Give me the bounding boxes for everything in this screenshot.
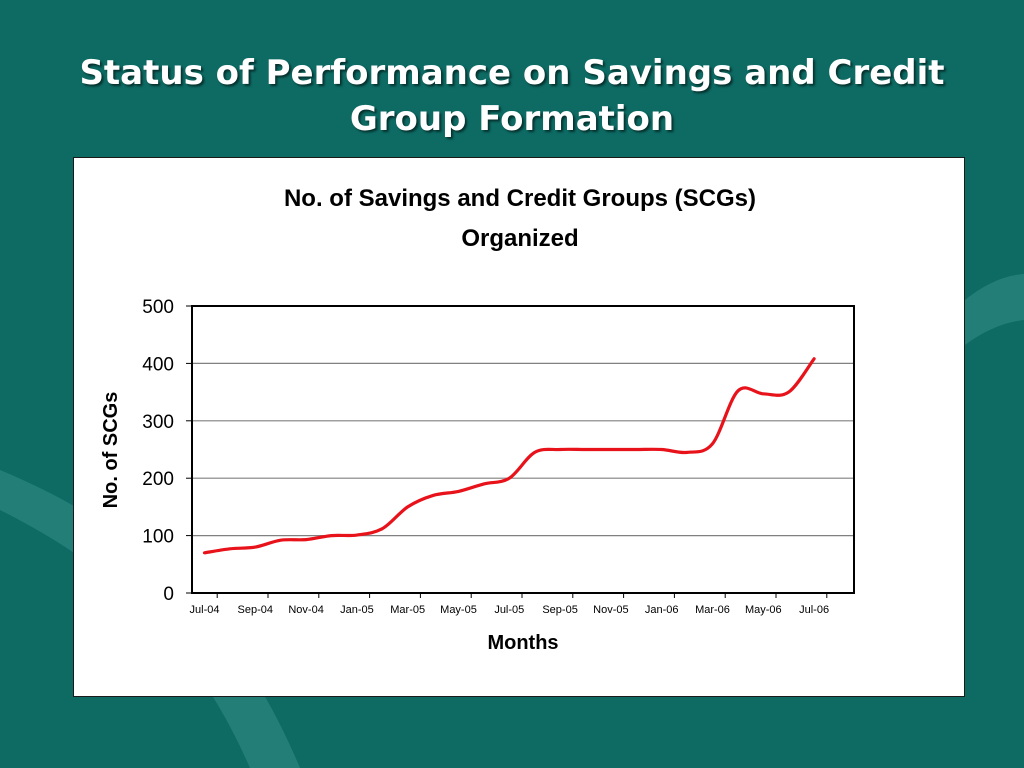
chart-title-line1: No. of Savings and Credit Groups (SCGs) bbox=[284, 185, 756, 212]
x-tick-label: Jul-04 bbox=[190, 604, 220, 616]
x-tick-label: Nov-05 bbox=[593, 604, 628, 616]
y-tick-label: 200 bbox=[142, 469, 174, 490]
x-axis-label: Months bbox=[487, 632, 558, 654]
x-tick-label: May-05 bbox=[440, 604, 477, 616]
y-tick-label: 500 bbox=[142, 297, 174, 318]
chart-frame: No. of Savings and Credit Groups (SCGs) … bbox=[73, 157, 965, 697]
slide-title-line2: Group Formation bbox=[349, 99, 675, 139]
x-tick-label: Jul-05 bbox=[494, 604, 524, 616]
x-tick-label: Jul-06 bbox=[799, 604, 829, 616]
y-tick-label: 300 bbox=[142, 412, 174, 433]
chart-title-line2: Organized bbox=[461, 225, 578, 252]
x-tick-label: May-06 bbox=[745, 604, 782, 616]
x-tick-label: Nov-04 bbox=[288, 604, 323, 616]
slide-title-line1: Status of Performance on Savings and Cre… bbox=[79, 53, 945, 93]
line-chart: No. of Savings and Credit Groups (SCGs) … bbox=[100, 185, 855, 654]
x-tick-label: Mar-06 bbox=[695, 604, 730, 616]
x-tick-label: Mar-05 bbox=[390, 604, 425, 616]
x-tick-label: Jan-06 bbox=[645, 604, 679, 616]
x-tick-label: Sep-05 bbox=[542, 604, 577, 616]
series-line bbox=[202, 357, 816, 555]
slide-title: Status of Performance on Savings and Cre… bbox=[60, 50, 964, 142]
x-tick-label: Sep-04 bbox=[238, 604, 273, 616]
plot-area-border bbox=[191, 305, 855, 594]
y-tick-label: 0 bbox=[163, 584, 174, 605]
y-tick-label: 100 bbox=[142, 527, 174, 548]
x-tick-label: Jan-05 bbox=[340, 604, 374, 616]
y-axis-label: No. of SCGs bbox=[100, 392, 122, 509]
y-tick-label: 400 bbox=[142, 354, 174, 375]
